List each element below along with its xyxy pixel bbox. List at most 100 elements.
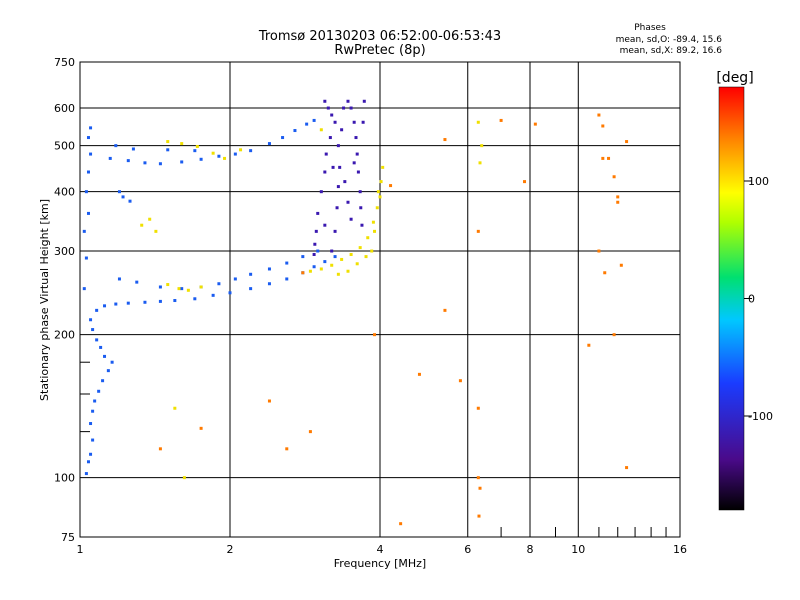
data-point — [330, 249, 334, 253]
data-point — [478, 486, 482, 490]
data-point — [361, 120, 365, 124]
data-point — [328, 136, 332, 140]
data-point — [233, 277, 237, 281]
data-point — [324, 152, 328, 156]
data-point — [199, 426, 203, 430]
data-point — [323, 99, 327, 103]
data-point — [308, 430, 312, 434]
data-point — [523, 180, 527, 184]
data-point — [158, 285, 162, 289]
data-point — [186, 288, 190, 292]
data-point — [375, 206, 379, 210]
data-point — [89, 422, 93, 426]
data-point — [84, 190, 88, 194]
data-point — [316, 249, 320, 253]
data-point — [336, 144, 340, 148]
data-point — [285, 261, 289, 265]
x-tick-label: 8 — [527, 543, 534, 556]
data-point — [330, 263, 334, 267]
data-point — [91, 328, 95, 332]
data-point — [346, 200, 350, 204]
data-point — [267, 267, 271, 271]
data-point — [342, 106, 346, 110]
data-point — [376, 190, 380, 194]
data-point — [121, 195, 125, 199]
data-point — [301, 271, 305, 275]
data-point — [103, 304, 107, 308]
data-point — [140, 223, 144, 227]
data-point — [312, 252, 316, 256]
data-point — [308, 269, 312, 273]
data-point — [389, 184, 393, 188]
data-point — [319, 128, 323, 132]
x-tick-label: 16 — [673, 543, 687, 556]
data-point — [89, 318, 93, 322]
data-point — [95, 308, 99, 312]
data-point — [355, 262, 359, 266]
x-axis-label: Frequency [MHz] — [334, 557, 426, 570]
data-point — [335, 206, 339, 210]
data-point — [135, 280, 139, 284]
data-point — [267, 399, 271, 403]
data-point — [480, 144, 484, 148]
data-point — [597, 249, 601, 253]
data-point — [217, 154, 221, 158]
data-point — [173, 299, 177, 303]
data-point — [612, 175, 616, 179]
data-point — [82, 287, 86, 291]
data-point — [84, 472, 88, 476]
data-point — [193, 297, 197, 301]
data-point — [603, 271, 607, 275]
data-point — [211, 293, 215, 297]
data-point — [607, 156, 611, 160]
x-tick-label: 10 — [571, 543, 585, 556]
colorbar-tick-label: 100 — [748, 175, 769, 188]
data-point — [373, 333, 377, 337]
colorbar-tick-label: -100 — [748, 410, 773, 423]
data-point — [340, 128, 344, 132]
data-point — [166, 283, 170, 287]
data-point — [352, 161, 356, 165]
data-point — [343, 180, 347, 184]
y-tick-label: 500 — [54, 140, 75, 153]
chart-title: Tromsø 20130203 06:52:00-06:53:43 — [258, 29, 501, 44]
y-tick-label: 750 — [54, 56, 75, 69]
data-point — [91, 438, 95, 442]
phase-stats-title: Phases — [634, 23, 666, 33]
data-point — [323, 260, 327, 264]
data-point — [86, 136, 90, 140]
data-point — [346, 99, 350, 103]
y-tick-label: 200 — [54, 329, 75, 342]
data-point — [89, 152, 93, 156]
data-point — [177, 287, 181, 291]
x-tick-label: 6 — [464, 543, 471, 556]
data-point — [330, 113, 334, 117]
data-point — [601, 156, 605, 160]
data-point — [399, 522, 403, 526]
data-point — [336, 272, 340, 276]
data-point — [358, 190, 362, 194]
data-point — [84, 256, 88, 260]
data-point — [417, 372, 421, 376]
data-point — [616, 200, 620, 204]
data-point — [228, 291, 232, 295]
data-point — [476, 406, 480, 410]
data-point — [443, 138, 447, 142]
data-point — [267, 282, 271, 286]
data-point — [86, 211, 90, 215]
phase-stats-x: mean, sd,X: 89.2, 16.6 — [620, 46, 723, 56]
data-point — [223, 156, 227, 160]
data-point — [625, 140, 629, 144]
data-point — [379, 180, 383, 184]
data-point — [323, 223, 327, 227]
data-point — [356, 170, 360, 174]
data-point — [346, 269, 350, 273]
data-point — [154, 229, 158, 233]
data-point — [338, 165, 342, 169]
data-point — [103, 354, 107, 358]
data-point — [91, 409, 95, 413]
data-point — [182, 476, 186, 480]
y-axis-label: Stationary phase Virtual Height [km] — [38, 199, 51, 401]
data-point — [117, 277, 121, 281]
colorbar-ticks: 100 0 -100 — [744, 175, 773, 423]
